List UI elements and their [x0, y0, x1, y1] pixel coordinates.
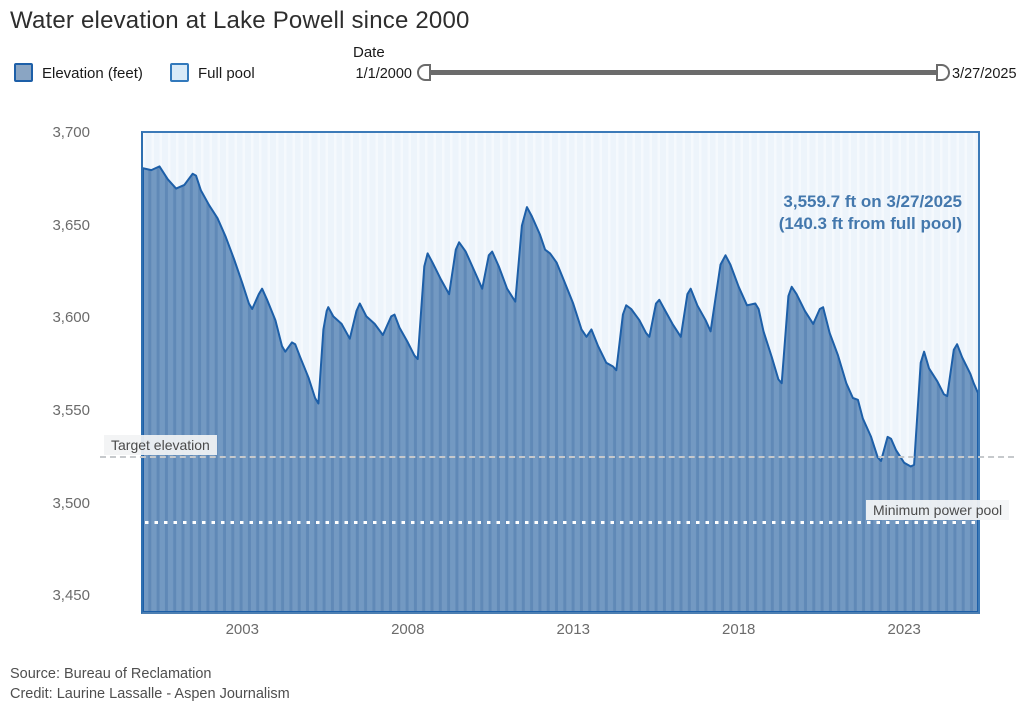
latest-value-annotation: 3,559.7 ft on 3/27/2025 (140.3 ft from f…	[779, 191, 962, 235]
date-slider-track[interactable]	[431, 70, 937, 75]
legend-full-pool-swatch	[170, 63, 189, 82]
x-tick-label: 2018	[722, 621, 756, 638]
source-text: Source: Bureau of Reclamation	[10, 666, 212, 682]
footer: Source: Bureau of Reclamation Credit: La…	[10, 664, 290, 704]
page-title: Water elevation at Lake Powell since 200…	[10, 7, 470, 34]
legend-full-pool-label: Full pool	[198, 65, 255, 82]
minimum-power-pool-label: Minimum power pool	[866, 500, 1010, 521]
date-slider-right-handle[interactable]	[936, 64, 950, 81]
y-tick-label: 3,450	[52, 587, 90, 605]
minimum-power-pool-line	[145, 521, 976, 525]
date-slider-label: Date	[353, 44, 385, 61]
elevation-area-chart	[143, 165, 978, 612]
y-tick-label: 3,500	[52, 494, 90, 512]
x-tick-label: 2008	[391, 621, 425, 638]
date-slider-end-value: 3/27/2025	[952, 66, 1017, 82]
date-slider-start-value: 1/1/2000	[355, 66, 412, 82]
y-tick-label: 3,550	[52, 401, 90, 419]
chart-plot-area[interactable]	[141, 131, 980, 614]
y-axis-labels: 3,700 3,650 3,600 3,550 3,500 3,450	[0, 0, 90, 660]
elevation-area-series	[143, 165, 978, 612]
credit-text: Credit: Laurine Lassalle - Aspen Journal…	[10, 686, 290, 702]
annotation-line-2: (140.3 ft from full pool)	[778, 214, 962, 233]
y-tick-label: 3,650	[52, 216, 90, 234]
legend-elevation-label: Elevation (feet)	[42, 65, 143, 82]
x-tick-label: 2003	[225, 621, 259, 638]
x-tick-label: 2023	[887, 621, 921, 638]
x-tick-label: 2013	[556, 621, 590, 638]
y-tick-label: 3,700	[52, 124, 90, 141]
legend-elevation-swatch	[14, 63, 33, 82]
y-tick-label: 3,600	[52, 309, 90, 327]
annotation-line-1: 3,559.7 ft on 3/27/2025	[783, 192, 962, 211]
target-elevation-label: Target elevation	[104, 435, 217, 456]
x-axis-labels: 2003 2008 2013 2018 2023	[0, 621, 1024, 641]
target-elevation-line	[100, 456, 1014, 459]
date-slider-left-handle[interactable]	[417, 64, 431, 81]
